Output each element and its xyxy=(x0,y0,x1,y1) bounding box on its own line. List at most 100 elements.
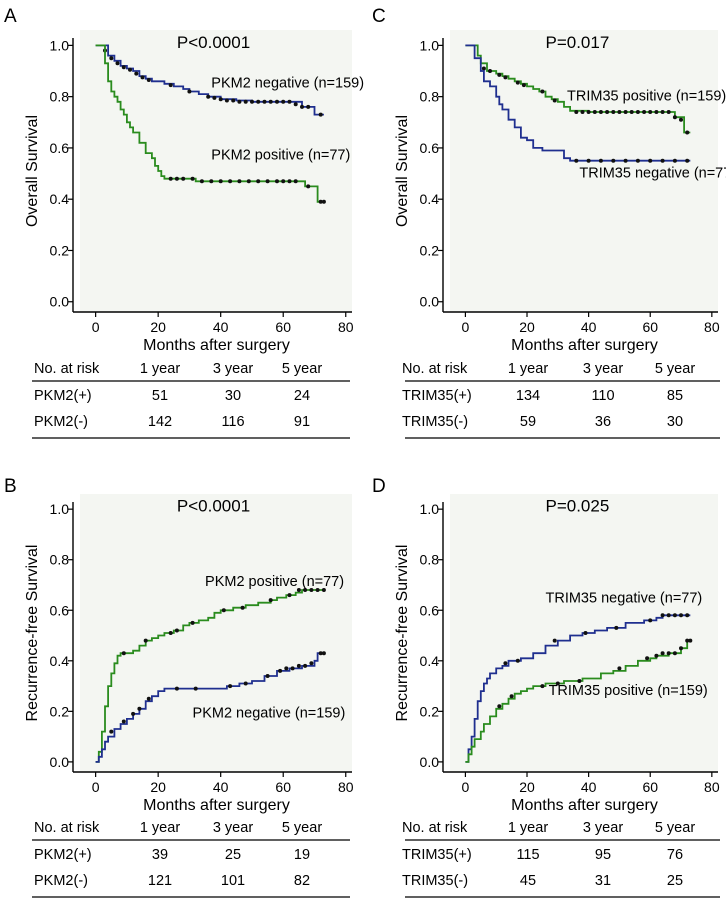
panel-b-series-0-censor-mark xyxy=(174,628,179,633)
panel-b-series-1-censor-mark xyxy=(278,668,283,673)
panel-b-series-0-censor-mark xyxy=(296,588,301,592)
panel-d-y-tick-label: 1.0 xyxy=(420,501,440,517)
panel-d-series-1-censor-mark xyxy=(555,681,560,686)
panel-b-y-tick-label: 1.0 xyxy=(50,501,70,517)
panel-a-x-tick-label: 0 xyxy=(92,319,100,335)
panel-a-series-0-censor-mark xyxy=(212,95,217,100)
panel-d-y-tick-label: 0.0 xyxy=(420,754,440,770)
panel-d-letter: D xyxy=(372,476,386,497)
panel-b-risk-cell: 19 xyxy=(294,847,310,863)
panel-c-series-0-censor-mark xyxy=(611,110,616,114)
panel-a-x-tick-label: 60 xyxy=(275,319,291,335)
panel-a-series-1-censor-mark xyxy=(287,179,292,184)
panel-c-series-0-censor-mark xyxy=(654,110,659,114)
panel-d-series-0-censor-mark xyxy=(648,618,653,623)
panel-a-series-1-censor-mark xyxy=(218,179,223,184)
panel-b-series-1-censor-mark xyxy=(265,674,270,678)
panel-c-risk-header-cell: No. at risk xyxy=(402,361,468,377)
panel-b-risk-cell: 121 xyxy=(148,873,172,889)
panel-b-series-0-censor-mark xyxy=(168,631,173,635)
panel-d-series-0-censor-mark xyxy=(503,661,508,666)
panel-b-series-1-censor-mark xyxy=(318,651,323,656)
panel-c-series-0-censor-mark xyxy=(488,69,492,73)
panel-b-series-0-censor-mark xyxy=(143,638,148,643)
panel-c-series-1-censor-mark xyxy=(586,158,591,163)
panel-a-risk-cell: 51 xyxy=(152,388,168,404)
panel-b-series-0-censor-mark xyxy=(121,651,126,656)
panel-c-y-tick-label: 0.4 xyxy=(420,191,440,207)
panel-c-series-1-censor-mark xyxy=(635,158,640,163)
panel-c-x-tick-label: 40 xyxy=(581,319,597,335)
panel-b-risk-cell: PKM2(-) xyxy=(34,873,88,889)
panel-d-series-0-censor-mark xyxy=(552,638,557,643)
panel-c-y-tick-label: 0.8 xyxy=(420,89,440,105)
panel-d-y-axis-title: Recurrence-free Survival xyxy=(394,545,411,722)
panel-c-risk-header-cell: 3 year xyxy=(583,361,623,377)
panel-b-series-0-line xyxy=(95,589,324,763)
panel-a-x-axis-title: Months after surgery xyxy=(143,337,290,354)
panel-c-series-1-censor-mark xyxy=(660,158,665,163)
panel-b-series-0-censor-mark xyxy=(287,593,292,598)
panel-a-series-1-censor-mark xyxy=(181,176,186,181)
panel-c-series-0-censor-mark xyxy=(605,110,610,114)
panel-b-risk-header-cell: No. at risk xyxy=(34,820,100,836)
panel-c-series-1-censor-mark xyxy=(648,158,653,163)
panel-d-series-1-censor-mark xyxy=(685,638,690,643)
panel-a-series-0-censor-mark xyxy=(187,89,192,94)
panel-c-risk-header-cell: 1 year xyxy=(508,361,548,377)
panel-d-series-1-label: TRIM35 positive (n=159) xyxy=(549,683,708,699)
panel-b-series-1-censor-mark xyxy=(296,663,301,668)
panel-b-y-tick-label: 0.8 xyxy=(50,552,70,568)
panel-a: A 0.0 0.2 0.4 0.6 0.8 1.0 0 20 40 60 80 Months after… xyxy=(4,6,364,439)
panel-d-p-value: P=0.025 xyxy=(545,497,609,516)
panel-b-p-value: P<0.0001 xyxy=(177,497,250,516)
panel-b-x-tick-label: 80 xyxy=(338,779,354,795)
panel-d-risk-cell: 25 xyxy=(667,873,683,889)
panel-b-series-0-censor-mark xyxy=(315,588,320,592)
panel-b-x-tick-label: 20 xyxy=(150,779,166,795)
panel-d-series-1-censor-mark xyxy=(617,666,622,671)
panel-a-y-tick-label: 0.8 xyxy=(50,89,70,105)
panel-c-series-0-censor-mark xyxy=(552,98,557,103)
panel-a-risk-header-cell: 1 year xyxy=(140,361,180,377)
panel-c-risk-header-cell: 5 year xyxy=(655,361,695,377)
panel-c-series-0-censor-mark xyxy=(574,110,579,114)
panel-a-series-1-censor-mark xyxy=(293,179,298,184)
panel-a-series-0-censor-mark xyxy=(268,99,273,104)
panel-d-series-0-censor-mark xyxy=(666,613,671,618)
panel-b-series-0-censor-mark xyxy=(309,588,314,592)
panel-b-risk-cell: 39 xyxy=(152,847,168,863)
panel-d-y-tick-label: 0.4 xyxy=(420,653,440,669)
panel-c-series-0-censor-mark xyxy=(642,110,647,114)
panel-a-risk-cell: PKM2(+) xyxy=(34,388,92,404)
panel-d-risk-cell: 95 xyxy=(595,847,611,863)
panel-c-risk-cell: 85 xyxy=(667,388,683,404)
panel-d-x-tick-label: 40 xyxy=(581,779,597,795)
panel-c-series-0-censor-mark xyxy=(679,117,683,122)
panel-c-series-0-censor-mark xyxy=(503,75,508,80)
panel-b-series-0-censor-mark xyxy=(321,588,326,592)
panel-d-series-0-censor-mark xyxy=(679,613,683,618)
panel-a-series-0-censor-mark xyxy=(237,99,242,104)
panel-a-risk-header-cell: 3 year xyxy=(213,361,253,377)
panel-a-series-0-label: PKM2 negative (n=159) xyxy=(211,76,364,92)
panel-a-series-1-censor-mark xyxy=(321,199,326,204)
panel-d-risk-cell: 115 xyxy=(516,847,539,863)
panel-d-series-1-censor-mark xyxy=(688,638,693,643)
panel-c-y-tick-label: 0.0 xyxy=(420,294,440,310)
panel-c-series-0-censor-mark xyxy=(598,110,603,114)
panel-c-risk-cell: 110 xyxy=(591,388,614,404)
panel-a-y-tick-label: 0.0 xyxy=(50,294,70,310)
panel-c-series-0-label: TRIM35 positive (n=159) xyxy=(567,89,726,105)
panel-b-series-1-censor-mark xyxy=(228,684,233,689)
panel-d-risk-cell: 31 xyxy=(595,873,611,889)
panel-c-series-0-censor-mark xyxy=(623,110,628,114)
panel-a-series-1-censor-mark xyxy=(318,199,323,204)
panel-d-y-tick-label: 0.6 xyxy=(420,602,440,618)
panel-c-series-1-censor-mark xyxy=(574,158,579,163)
panel-d-series-1-censor-mark xyxy=(645,656,650,661)
panel-a-risk-cell: PKM2(-) xyxy=(34,414,88,430)
panel-c-series-1-censor-mark xyxy=(685,158,690,163)
panel-a-series-0-censor-mark xyxy=(300,104,304,109)
panel-c-risk-cell: 134 xyxy=(516,388,540,404)
